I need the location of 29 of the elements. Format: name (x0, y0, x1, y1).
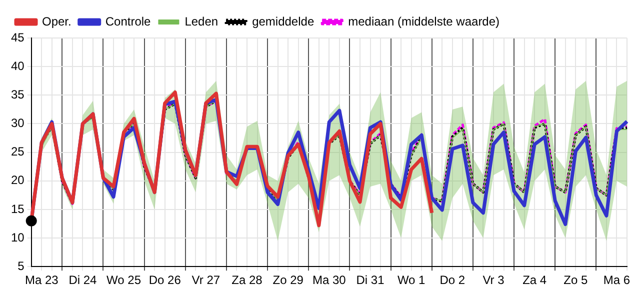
legend-label: Controle (105, 14, 152, 28)
x-tick-label: Za 4 (522, 273, 547, 288)
y-tick-label: 35 (10, 87, 25, 102)
x-tick-label: Do 2 (440, 273, 466, 288)
legend-label: gemiddelde (252, 14, 314, 28)
y-tick-label: 45 (10, 30, 25, 44)
x-tick-label: Do 26 (148, 273, 182, 288)
x-tick-label: Zo 29 (272, 273, 304, 288)
x-tick-label: Ma 30 (312, 273, 346, 288)
x-tick-label: Wo 1 (397, 273, 426, 288)
legend-label: Leden (184, 14, 218, 28)
x-tick-label: Ma 23 (24, 273, 59, 288)
x-tick-label: Di 24 (68, 273, 98, 288)
legend-label: Oper. (42, 14, 72, 28)
x-tick-label: Zo 5 (564, 273, 588, 288)
x-tick-label: Vr 27 (192, 273, 220, 288)
y-tick-label: 15 (10, 202, 25, 216)
y-tick-label: 20 (10, 173, 25, 188)
y-tick-label: 40 (10, 58, 25, 73)
y-tick-label: 30 (10, 116, 25, 130)
legend-label: mediaan (middelste waarde) (348, 14, 500, 28)
y-tick-label: 10 (10, 230, 25, 244)
x-tick-label: Wo 25 (106, 273, 142, 288)
x-tick-label: Za 28 (232, 273, 263, 288)
x-tick-label: Vr 3 (482, 273, 505, 288)
y-tick-label: 25 (10, 144, 25, 159)
y-tick-label: 5 (18, 258, 25, 273)
x-tick-label: Di 31 (356, 273, 385, 288)
x-tick-label: Ma 6 (603, 273, 630, 288)
